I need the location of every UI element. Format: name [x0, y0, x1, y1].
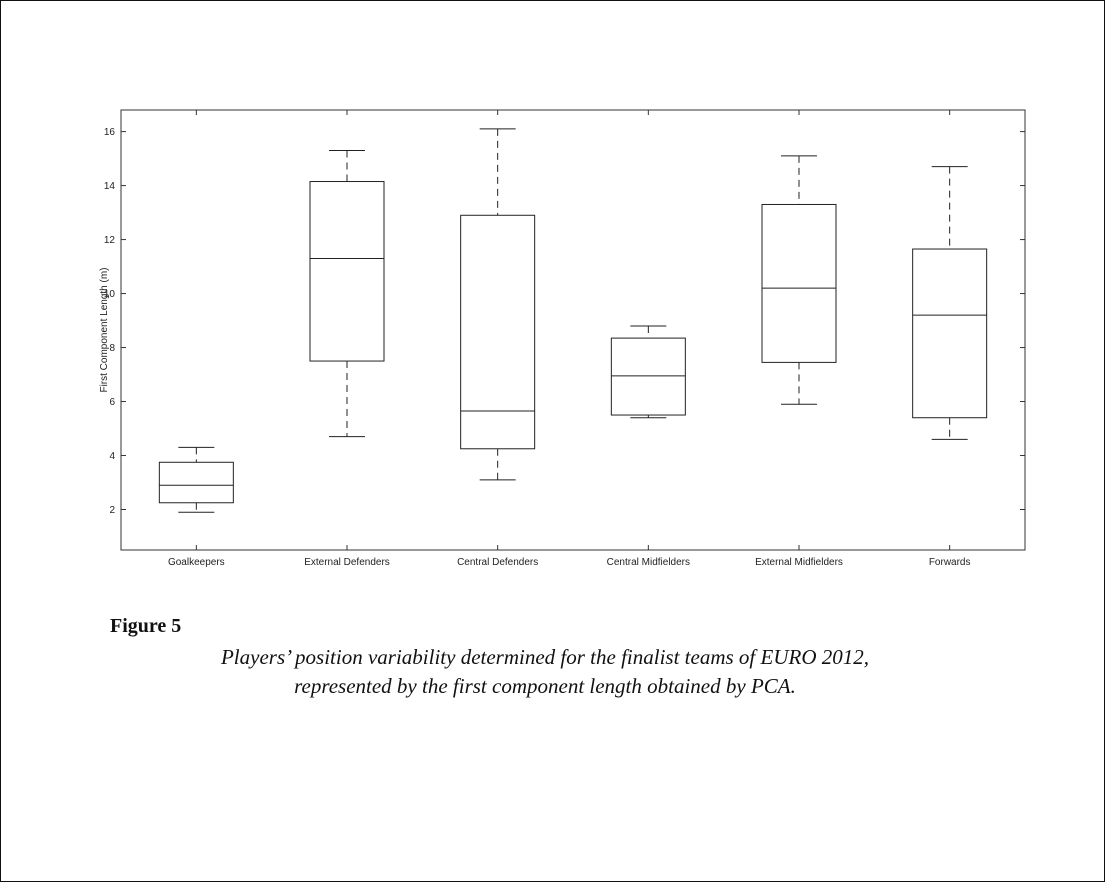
- caption-line-2: represented by the first component lengt…: [294, 674, 796, 698]
- caption-line-1: Players’ position variability determined…: [220, 645, 870, 669]
- box-1: [309, 149, 385, 438]
- iqr-box: [761, 203, 837, 363]
- x-tick-label: Central Midfielders: [607, 557, 690, 568]
- x-axis: Goalkeepers External Defenders Central Def…: [168, 110, 971, 568]
- y-axis: 2 4 6 8 10 12 14 16: [104, 127, 1025, 516]
- y-tick-label: 8: [109, 343, 115, 354]
- y-tick-label: 14: [104, 181, 116, 192]
- y-tick-label: 2: [109, 505, 115, 516]
- x-tick-label: External Defenders: [304, 557, 390, 568]
- iqr-box: [912, 248, 988, 419]
- box-0: [158, 446, 234, 513]
- plot-area: [120, 109, 1026, 551]
- iqr-box: [309, 181, 385, 362]
- iqr-box: [610, 337, 686, 416]
- iqr-box: [158, 461, 234, 504]
- y-tick-label: 10: [104, 289, 116, 300]
- box-3: [610, 325, 686, 419]
- figure-caption: Players’ position variability determined…: [100, 643, 990, 701]
- figure-label: Figure 5: [110, 615, 182, 637]
- box-2: [460, 128, 536, 481]
- y-tick-label: 6: [109, 397, 115, 408]
- y-tick-label: 16: [104, 127, 116, 138]
- iqr-box: [460, 214, 536, 450]
- boxplot-chart: 2 4 6 8 10 12 14 16 Goalkeepers External Defende…: [99, 109, 1026, 568]
- y-axis-label: First Component Length (m): [99, 267, 110, 392]
- box-4: [761, 155, 837, 405]
- y-tick-label: 12: [104, 235, 116, 246]
- y-tick-label: 4: [109, 451, 115, 462]
- x-tick-label: Forwards: [929, 557, 971, 568]
- box-5: [912, 166, 988, 440]
- x-tick-label: Central Defenders: [457, 557, 538, 568]
- box-series: [158, 128, 988, 513]
- x-tick-label: External Midfielders: [755, 557, 843, 568]
- x-tick-label: Goalkeepers: [168, 557, 225, 568]
